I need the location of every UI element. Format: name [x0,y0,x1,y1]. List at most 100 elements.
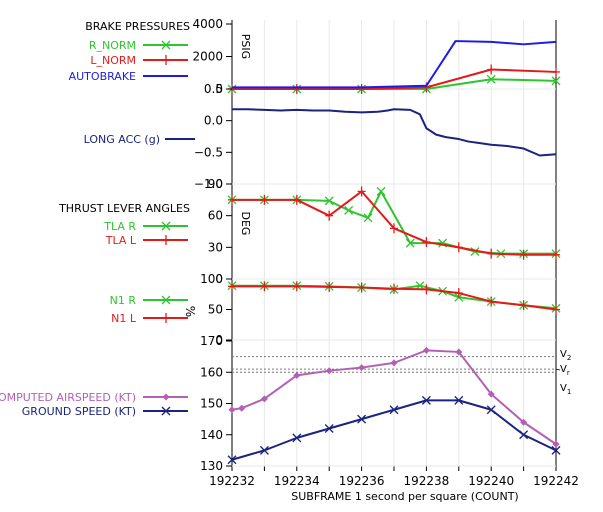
data-point [344,205,354,215]
data-point [390,359,398,367]
data-point [293,371,301,379]
panel-n1: 100 50 0% N1 R N1 L [110,272,561,347]
x-tick-label: 192242 [533,474,579,488]
y-tick-label: 0 [215,272,223,286]
x-axis-label: SUBFRAME 1 second per square (COUNT) [291,490,518,503]
y-tick-label: 150 [200,397,223,411]
legend-entry: LONG ACC (g) [84,133,195,146]
x-tick-label: 192238 [403,474,449,488]
y-tick-label: 2000 [192,50,223,64]
data-point [486,74,496,84]
data-point [551,76,561,86]
x-tick-label: 192232 [209,474,255,488]
legend-marker [162,393,170,401]
series-accel-0 [232,108,557,157]
data-point [325,367,333,375]
series-brake-2 [232,40,557,89]
legend-marker [161,221,171,231]
reference-label: V1 [560,383,571,396]
y-unit-label: % [183,306,197,317]
y-tick-label: 30 [208,240,223,254]
legend-label: GROUND SPEED (KT) [22,405,136,418]
y-tick-label: 100 [200,272,223,286]
data-point [358,364,366,372]
data-point [376,186,386,196]
x-tick-label: 192240 [468,474,514,488]
legend-label: L_NORM [90,54,136,67]
data-point [292,433,302,443]
reference-label-sub: 2 [567,354,571,362]
y-unit-label: PSIG [239,34,252,59]
legend-entry: AUTOBRAKE [69,70,188,83]
data-point [363,213,373,223]
y-tick-label: −1.0 [194,177,223,191]
data-point [259,445,269,455]
series-line [232,40,557,89]
y-tick-label: 130 [200,459,223,473]
data-point [422,346,430,354]
reference-label-sub: 1 [567,388,571,396]
data-point [551,445,561,455]
series-line [232,108,557,157]
legend-entry: N1 L [111,312,188,325]
reference-label-main: V [560,364,567,375]
reference-label-main: V [560,383,567,394]
legend-marker [161,40,171,50]
y-tick-label: 0 [215,333,223,347]
series-line [232,68,557,90]
reference-label-sub: r [567,369,570,377]
y-unit-label: DEG [239,212,252,236]
legend-entry: TLA L [105,234,188,247]
legend-label: TLA R [103,220,136,233]
data-point [357,414,367,424]
legend-label: N1 L [111,312,137,325]
data-point [238,404,246,412]
data-point [552,440,560,448]
panel-brake: 4000 2000 0 PSIG BRAKE PRESSURES R_NORM L_NORM… [69,17,561,96]
y-tick-label: 160 [200,365,223,379]
legend-marker [161,295,171,305]
panel-title: THRUST LEVER ANGLES [58,202,190,215]
data-point [520,418,528,426]
reference-leader [555,368,561,371]
y-tick-label: 0.5 [204,82,223,96]
legend-entry: R_NORM [89,39,188,52]
y-tick-label: 90 [208,177,223,191]
data-point [324,196,334,206]
data-point [405,238,415,248]
data-point [470,247,480,257]
x-tick-label: 192234 [274,474,320,488]
y-tick-label: −0.5 [194,145,223,159]
panel-accel: 0.5 0.0 −0.5 −1.0 LONG ACC (g) [84,82,557,191]
data-point [487,390,495,398]
data-point [324,424,334,433]
reference-label: Vr [560,364,570,377]
y-tick-label: 140 [200,428,223,442]
data-point [519,430,529,440]
legend-entry: COMPUTED AIRSPEED (KT) [0,391,188,404]
legend-entry: TLA R [103,220,188,233]
series-speed-1 [227,395,561,465]
data-point [454,395,464,405]
data-point [486,405,496,415]
y-tick-label: 50 [208,303,223,317]
data-point [228,406,236,414]
data-point [227,455,237,465]
data-point [438,238,448,248]
legend-entry: L_NORM [90,54,188,67]
legend-entry: N1 R [110,294,188,307]
series-n1-1 [228,281,560,315]
data-point [455,348,463,356]
panel-title: BRAKE PRESSURES [85,20,190,33]
legend-label: LONG ACC (g) [84,133,160,146]
y-tick-label: 4000 [192,17,223,31]
y-tick-label: 60 [208,209,223,223]
legend-label: N1 R [110,294,137,307]
series-tla-1 [228,186,560,260]
legend-label: AUTOBRAKE [69,70,136,83]
legend-label: COMPUTED AIRSPEED (KT) [0,391,136,404]
data-point [389,405,399,415]
